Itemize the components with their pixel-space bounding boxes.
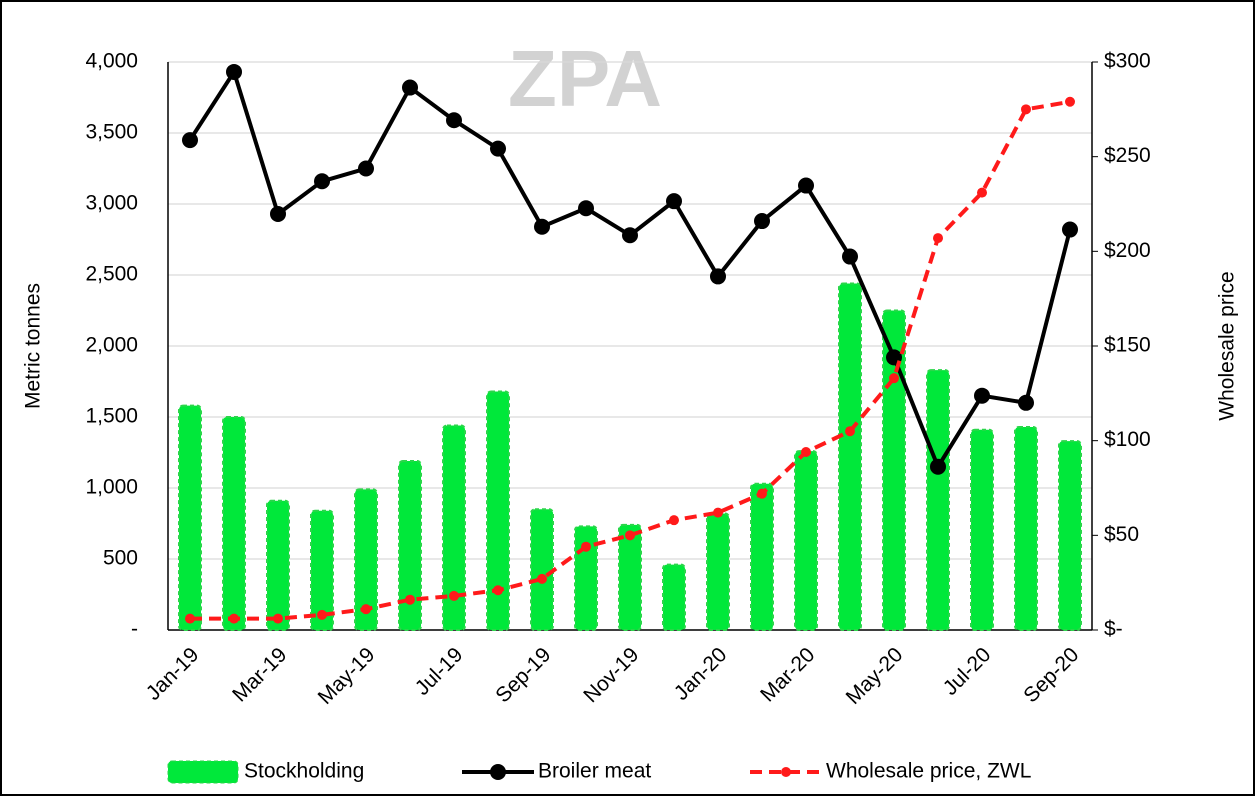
marker	[273, 613, 283, 624]
marker	[757, 488, 767, 499]
y-axis-label: Metric tonnes	[22, 283, 45, 409]
marker	[578, 200, 594, 217]
marker	[625, 530, 635, 541]
y2-tick-label: $100	[1104, 428, 1151, 451]
marker	[534, 218, 550, 235]
marker	[845, 426, 855, 437]
marker	[314, 173, 330, 190]
bar	[662, 563, 686, 631]
y2-tick-label: $200	[1104, 239, 1151, 262]
marker	[1021, 104, 1031, 115]
y-tick-label: 500	[103, 547, 138, 570]
marker	[446, 112, 462, 129]
marker	[801, 447, 811, 458]
bar	[706, 512, 730, 631]
marker	[405, 594, 415, 605]
marker	[798, 177, 814, 194]
bar	[266, 499, 290, 631]
bar	[486, 390, 510, 631]
bar	[794, 450, 818, 631]
marker	[229, 613, 239, 624]
legend-label: Broiler meat	[538, 760, 651, 783]
y-tick-label: 1,500	[85, 405, 138, 428]
y-tick-label: 2,500	[85, 263, 138, 286]
marker	[930, 458, 946, 475]
marker	[889, 373, 899, 384]
bar	[970, 428, 994, 631]
marker	[754, 213, 770, 230]
legend-label: Stockholding	[244, 760, 364, 783]
marker	[933, 233, 943, 244]
bar	[354, 488, 378, 632]
marker	[622, 227, 638, 244]
y2-tick-label: $300	[1104, 50, 1151, 73]
y-tick-label: 1,000	[85, 476, 138, 499]
marker	[358, 160, 374, 177]
marker	[1018, 394, 1034, 411]
y-tick-label: -	[131, 618, 138, 641]
y-tick-label: 3,000	[85, 192, 138, 215]
y2-tick-label: $-	[1104, 618, 1123, 641]
marker	[710, 268, 726, 285]
bar	[178, 404, 202, 632]
bar	[750, 482, 774, 631]
marker	[270, 205, 286, 222]
marker	[581, 541, 591, 552]
marker	[1062, 221, 1078, 238]
marker	[449, 590, 459, 601]
bar	[882, 309, 906, 631]
marker	[317, 609, 327, 620]
y2-axis-label: Wholesale price	[1216, 271, 1239, 420]
marker	[666, 193, 682, 210]
marker	[669, 515, 679, 526]
marker	[842, 248, 858, 265]
y-tick-label: 3,500	[85, 121, 138, 144]
legend-label: Wholesale price, ZWL	[826, 760, 1031, 783]
bar	[442, 424, 466, 631]
bar	[1058, 440, 1082, 632]
legend-marker	[490, 764, 506, 780]
y2-tick-label: $150	[1104, 334, 1151, 357]
bar	[530, 508, 554, 631]
marker	[537, 573, 547, 584]
marker	[493, 585, 503, 596]
bar	[838, 282, 862, 631]
bar	[222, 416, 246, 631]
marker	[402, 79, 418, 96]
y-tick-label: 2,000	[85, 334, 138, 357]
marker	[977, 187, 987, 198]
marker	[490, 140, 506, 157]
marker	[226, 63, 242, 80]
marker	[185, 613, 195, 624]
marker	[361, 604, 371, 615]
legend-marker	[781, 767, 791, 777]
bar	[926, 369, 950, 631]
marker	[1065, 96, 1075, 107]
y2-tick-label: $250	[1104, 144, 1151, 167]
y2-tick-label: $50	[1104, 523, 1139, 546]
marker	[182, 132, 198, 149]
bar	[398, 460, 422, 631]
bar	[618, 523, 642, 631]
y-tick-label: 4,000	[85, 50, 138, 73]
legend-swatch	[167, 760, 239, 784]
marker	[974, 387, 990, 404]
watermark: ZPA	[508, 34, 662, 123]
marker	[713, 507, 723, 518]
bar	[1014, 425, 1038, 631]
bar	[310, 509, 334, 631]
